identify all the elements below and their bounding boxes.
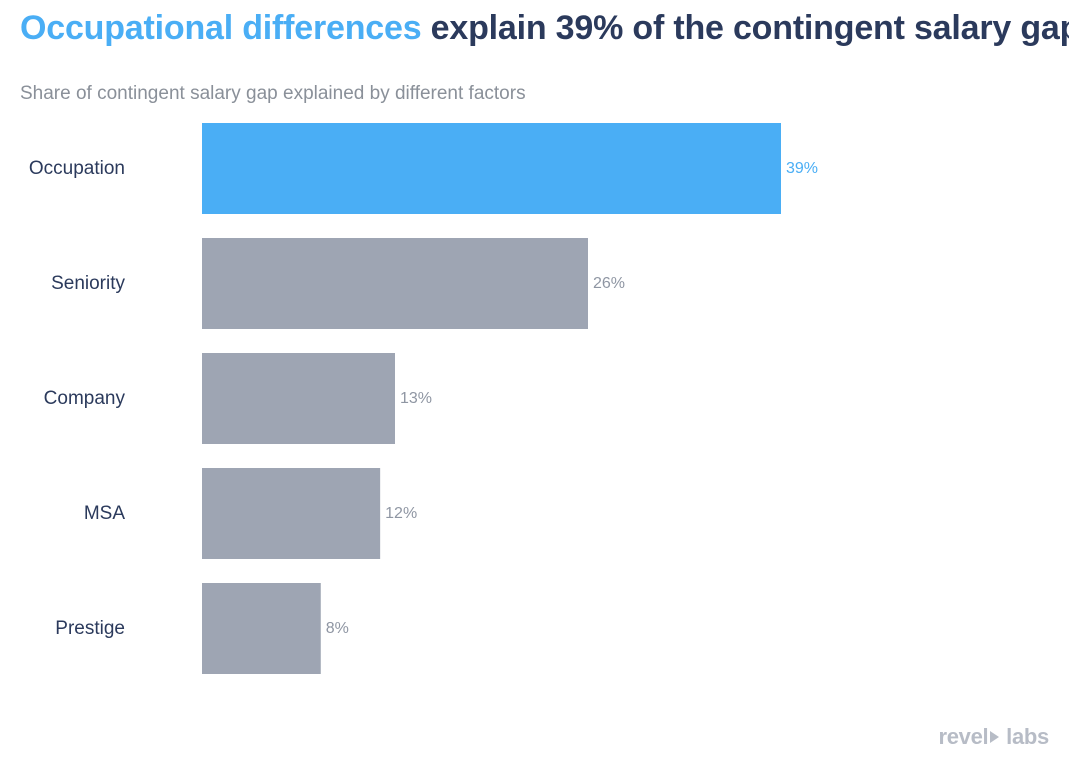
logo-text-part1: revel bbox=[938, 724, 989, 749]
revelio-labs-logo: revel labs bbox=[938, 724, 1049, 750]
bar-prestige bbox=[202, 583, 321, 674]
category-label-company: Company bbox=[44, 388, 126, 409]
title-rest: explain 39% of the contingent salary gap bbox=[421, 9, 1069, 47]
bar-msa bbox=[202, 468, 381, 559]
logo-text-part2: labs bbox=[1006, 724, 1049, 749]
category-label-prestige: Prestige bbox=[55, 618, 125, 639]
value-label-seniority: 26% bbox=[593, 275, 625, 292]
bar-occupation bbox=[202, 123, 781, 214]
category-label-seniority: Seniority bbox=[51, 273, 125, 294]
bar-company bbox=[202, 353, 395, 444]
title-highlight: Occupational differences bbox=[20, 9, 422, 47]
value-label-occupation: 39% bbox=[786, 160, 818, 177]
bar-seniority bbox=[202, 238, 588, 329]
play-triangle-icon bbox=[990, 731, 1000, 743]
value-label-msa: 12% bbox=[385, 505, 417, 522]
category-label-occupation: Occupation bbox=[29, 158, 125, 179]
value-label-prestige: 8% bbox=[326, 620, 349, 637]
value-label-company: 13% bbox=[400, 390, 432, 407]
chart-subtitle: Share of contingent salary gap explained… bbox=[20, 83, 526, 104]
chart-title: Occupational differences explain 39% of … bbox=[20, 8, 1069, 48]
category-label-msa: MSA bbox=[84, 503, 126, 524]
